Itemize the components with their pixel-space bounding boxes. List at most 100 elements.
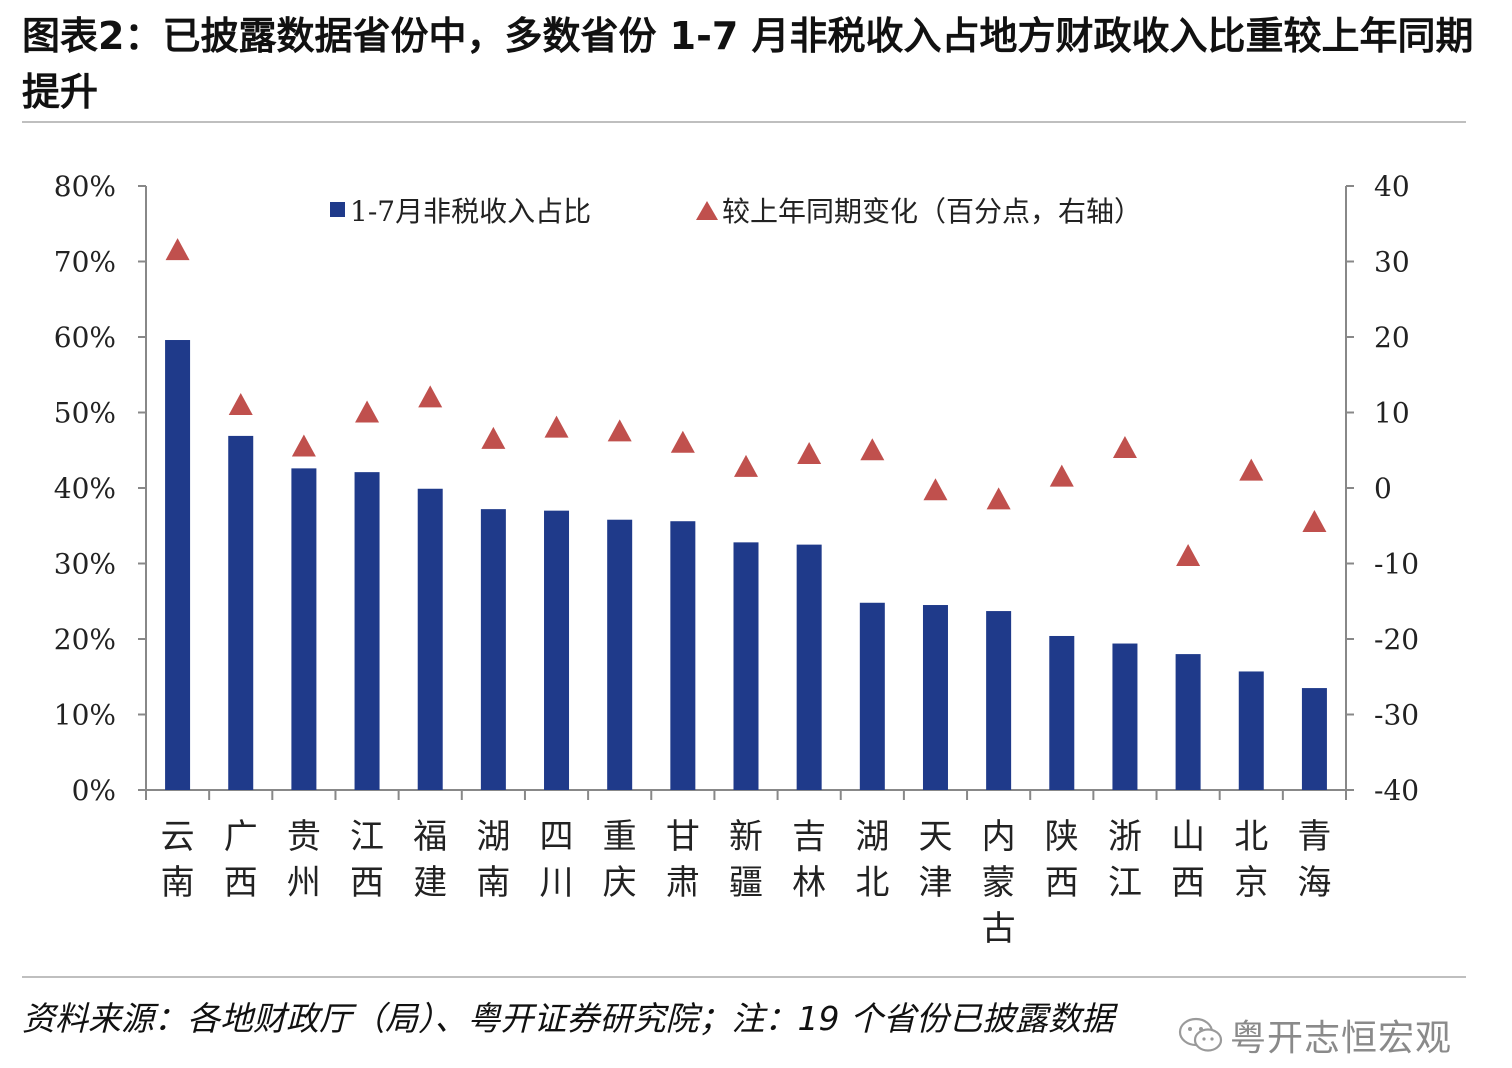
left-tick-label: 70%	[54, 246, 116, 279]
triangle-marker	[1112, 435, 1137, 458]
category-label-char: 山	[1171, 817, 1205, 857]
triangle-marker	[418, 385, 443, 408]
triangle-marker	[670, 430, 695, 453]
triangle-marker	[355, 400, 380, 423]
right-tick-label: 0	[1374, 472, 1392, 505]
category-label-char: 西	[350, 863, 384, 903]
bar	[1175, 654, 1201, 790]
bar	[922, 605, 948, 790]
bar	[544, 510, 570, 790]
category-label-char: 西	[224, 863, 258, 903]
source-divider	[22, 976, 1466, 978]
left-tick-label: 40%	[54, 472, 116, 505]
bar	[417, 488, 443, 790]
category-label-char: 四	[540, 817, 574, 857]
triangle-marker	[165, 238, 190, 261]
legend-bar-label: 1-7月非税收入占比	[350, 195, 591, 228]
category-label-char: 吉	[792, 817, 826, 857]
left-tick-label: 50%	[54, 397, 116, 430]
triangle-marker	[860, 438, 885, 461]
bar	[670, 521, 696, 790]
bar	[859, 602, 885, 790]
category-label-char: 津	[918, 863, 952, 903]
triangle-marker	[1239, 458, 1264, 481]
triangle-marker	[1049, 464, 1074, 487]
category-label-char: 贵	[287, 817, 321, 857]
category-label-char: 庆	[603, 863, 637, 903]
triangle-marker	[923, 478, 948, 501]
category-label-char: 州	[287, 863, 321, 903]
category-label-char: 江	[350, 817, 384, 857]
category-label-char: 蒙	[982, 863, 1016, 903]
right-tick-label: -40	[1374, 774, 1419, 807]
left-tick-label: 20%	[54, 623, 116, 656]
bar	[1112, 643, 1138, 790]
right-tick-label: -10	[1374, 548, 1419, 581]
legend-triangle-swatch	[696, 201, 718, 220]
left-tick-label: 30%	[54, 548, 116, 581]
triangle-marker	[291, 434, 316, 457]
chart-title: 图表2：已披露数据省份中，多数省份 1-7 月非税收入占地方财政收入比重较上年同…	[22, 14, 1474, 114]
wechat-icon	[1178, 1017, 1223, 1052]
triangle-marker	[228, 392, 253, 415]
bar	[291, 468, 317, 790]
category-label-char: 肃	[666, 863, 700, 903]
right-tick-label: 20	[1374, 321, 1410, 354]
category-label-char: 南	[161, 863, 195, 903]
right-tick-label: 40	[1374, 170, 1410, 203]
bar	[480, 509, 506, 790]
watermark: 粤开志恒宏观	[1178, 1010, 1452, 1060]
category-label-char: 南	[476, 863, 510, 903]
category-label-char: 湖	[476, 817, 510, 857]
triangle-marker	[544, 415, 569, 438]
category-label-char: 陕	[1045, 817, 1079, 857]
category-label-char: 海	[1297, 863, 1331, 903]
bar	[1301, 688, 1327, 790]
category-label-char: 京	[1234, 863, 1268, 903]
category-label-char: 甘	[666, 817, 700, 857]
marker-series	[165, 238, 1327, 566]
category-label-char: 云	[161, 817, 195, 857]
category-label-char: 广	[224, 817, 258, 857]
triangle-marker	[607, 419, 632, 442]
category-label-char: 天	[918, 817, 952, 857]
legend: 1-7月非税收入占比 较上年同期变化（百分点，右轴）	[330, 195, 1142, 228]
left-tick-label: 0%	[72, 774, 116, 807]
left-tick-label: 60%	[54, 321, 116, 354]
bar	[228, 435, 254, 790]
category-label-char: 青	[1297, 817, 1331, 857]
bar	[607, 519, 633, 790]
bar	[986, 611, 1012, 790]
title-divider	[22, 121, 1466, 123]
category-label-char: 内	[982, 817, 1016, 857]
source-note: 资料来源：各地财政厅（局）、粤开证券研究院；注：19 个省份已披露数据	[22, 999, 1114, 1038]
category-label-char: 西	[1045, 863, 1079, 903]
category-label-char: 建	[413, 863, 447, 903]
right-tick-label: -30	[1374, 699, 1419, 732]
bar	[354, 472, 380, 790]
category-label-char: 西	[1171, 863, 1205, 903]
right-tick-label: -20	[1374, 623, 1419, 656]
bar	[1238, 671, 1264, 790]
category-label-char: 新	[729, 817, 763, 857]
bar-series	[165, 340, 1327, 790]
triangle-marker	[1302, 509, 1327, 532]
right-tick-label: 30	[1374, 246, 1410, 279]
triangle-marker	[481, 426, 506, 449]
category-label-char: 林	[792, 863, 826, 903]
bar	[1049, 635, 1075, 790]
legend-marker-label: 较上年同期变化（百分点，右轴）	[722, 195, 1142, 228]
bar	[165, 340, 191, 790]
triangle-marker	[797, 442, 822, 465]
axes: 0% 10% 20% 30% 40% 50% 60% 70% 80% -40 -30 -20 -10 0 1…	[54, 170, 1419, 807]
category-label-char: 北	[1234, 817, 1268, 857]
category-label-char: 古	[982, 909, 1016, 949]
category-label-char: 北	[855, 863, 889, 903]
category-label-char: 重	[603, 817, 637, 857]
triangle-marker	[734, 454, 758, 477]
left-tick-label: 10%	[54, 699, 116, 732]
legend-bar-swatch	[330, 202, 345, 217]
bar	[796, 544, 822, 790]
watermark-text: 粤开志恒宏观	[1230, 1018, 1453, 1059]
